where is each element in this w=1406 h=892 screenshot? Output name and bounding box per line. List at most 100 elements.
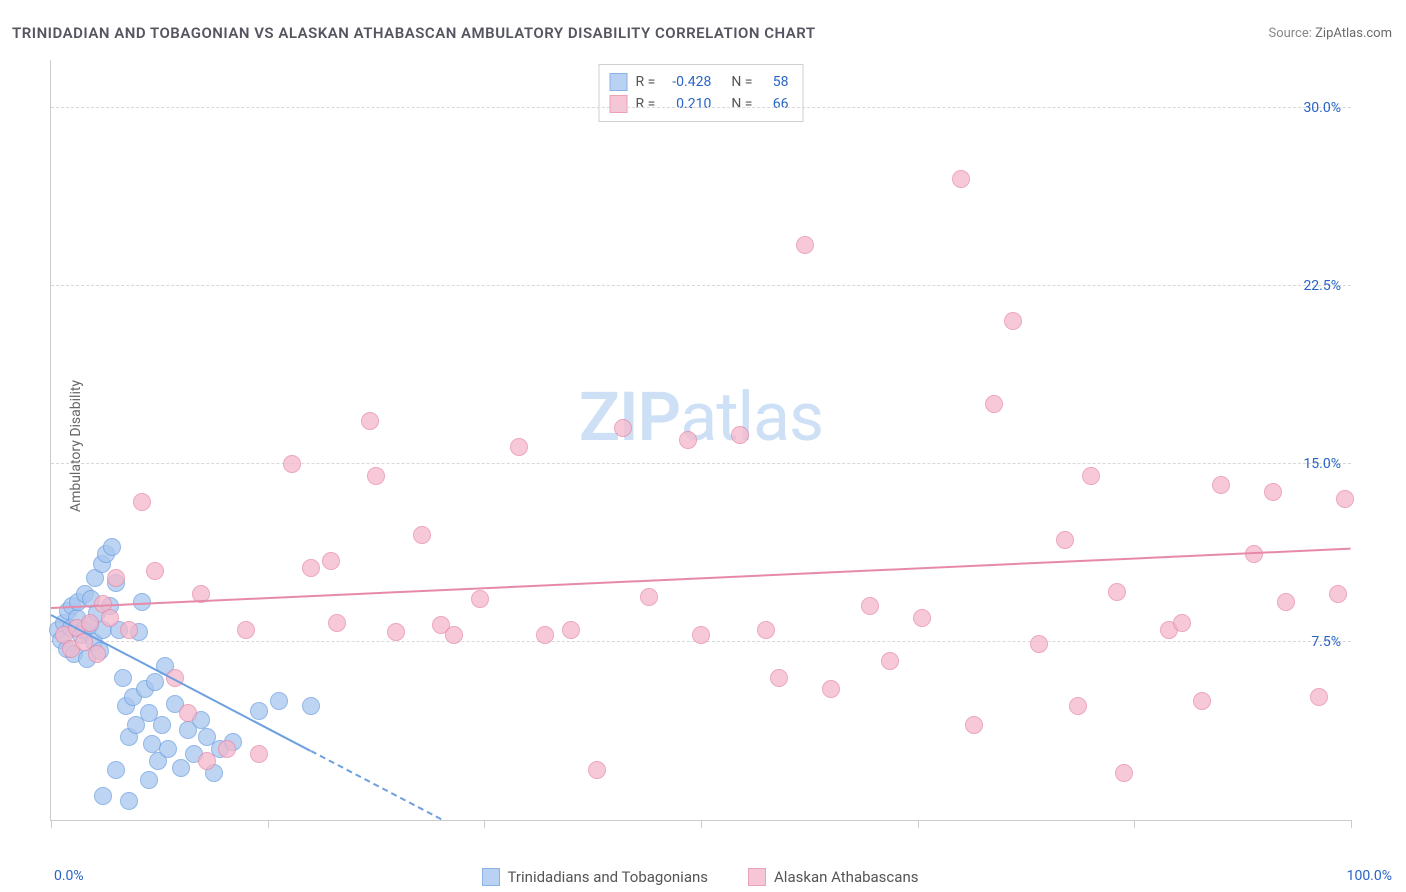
data-point [1115,764,1133,782]
data-point [361,412,379,430]
data-point [510,438,528,456]
data-point [692,626,710,644]
data-point [861,597,879,615]
data-point [985,395,1003,413]
legend-item: Trinidadians and Tobagonians [482,868,708,886]
data-point [1310,688,1328,706]
stat-r-value: 0.210 [663,93,711,115]
gridline [51,285,1351,286]
data-point [1336,490,1354,508]
stat-r-value: -0.428 [663,71,711,93]
data-point [1030,635,1048,653]
data-point [1056,531,1074,549]
data-point [94,787,112,805]
data-point [965,716,983,734]
trend-line [311,750,442,820]
x-tick [51,820,52,828]
data-point [103,538,121,556]
data-point [731,426,749,444]
trend-line [51,547,1351,608]
gridline [51,107,1351,108]
data-point [88,645,106,663]
series-swatch [610,73,628,91]
legend-label: Alaskan Athabascans [774,868,918,886]
data-point [172,759,190,777]
data-point [1173,614,1191,632]
data-point [120,621,138,639]
x-tick [701,820,702,828]
data-point [101,609,119,627]
data-point [133,493,151,511]
stat-r-label: R = [636,71,656,93]
x-tick [1351,820,1352,828]
data-point [1193,692,1211,710]
y-tick-label: 30.0% [1303,100,1341,116]
data-point [952,170,970,188]
stat-row: R = 0.210 N = 66 [610,93,789,115]
data-point [1082,467,1100,485]
data-point [250,745,268,763]
data-point [1069,697,1087,715]
data-point [237,621,255,639]
data-point [471,590,489,608]
source-value: ZipAtlas.com [1315,26,1392,41]
legend-label: Trinidadians and Tobagonians [508,868,708,886]
data-point [614,419,632,437]
stat-n-value: 58 [760,71,788,93]
x-axis-max-label: 100.0% [1347,868,1392,884]
watermark: ZIPatlas [579,377,823,457]
data-point [302,559,320,577]
data-point [179,704,197,722]
data-point [1329,585,1347,603]
data-point [1212,476,1230,494]
data-point [562,621,580,639]
y-tick-label: 15.0% [1303,456,1341,472]
legend: Trinidadians and Tobagonians Alaskan Atha… [50,868,1350,886]
data-point [270,692,288,710]
data-point [120,792,138,810]
data-point [146,673,164,691]
data-point [1108,583,1126,601]
data-point [413,526,431,544]
data-point [133,593,151,611]
correlation-stats-box: R = -0.428 N = 58R = 0.210 N = 66 [599,64,804,122]
data-point [328,614,346,632]
stat-n-value: 66 [760,93,788,115]
legend-swatch [482,868,500,886]
data-point [770,669,788,687]
stat-r-label: R = [636,93,656,115]
stat-row: R =-0.428N =58 [610,71,789,93]
source-label: Source: [1268,26,1315,41]
data-point [250,702,268,720]
x-tick [918,820,919,828]
data-point [1004,312,1022,330]
data-point [159,740,177,758]
data-point [796,236,814,254]
data-point [198,752,216,770]
source-attribution: Source: ZipAtlas.com [1268,26,1392,41]
watermark-bold: ZIP [579,377,680,457]
data-point [588,761,606,779]
y-tick-label: 22.5% [1303,278,1341,294]
stat-n-label: N = [731,93,752,115]
chart-container: { "title": "TRINIDADIAN AND TOBAGONIAN V… [0,0,1406,892]
data-point [322,552,340,570]
data-point [757,621,775,639]
x-tick [268,820,269,828]
legend-item: Alaskan Athabascans [748,868,918,886]
plot-area: ZIPatlas R =-0.428N =58R =0.210N =66 7.5… [50,60,1351,821]
data-point [140,771,158,789]
chart-title: TRINIDADIAN AND TOBAGONIAN VS ALASKAN AT… [12,24,816,42]
watermark-light: atlas [680,377,823,457]
data-point [218,740,236,758]
data-point [1264,483,1282,501]
data-point [107,569,125,587]
x-tick [484,820,485,828]
data-point [387,623,405,641]
data-point [822,680,840,698]
x-tick [1134,820,1135,828]
data-point [881,652,899,670]
data-point [679,431,697,449]
data-point [913,609,931,627]
legend-swatch [748,868,766,886]
